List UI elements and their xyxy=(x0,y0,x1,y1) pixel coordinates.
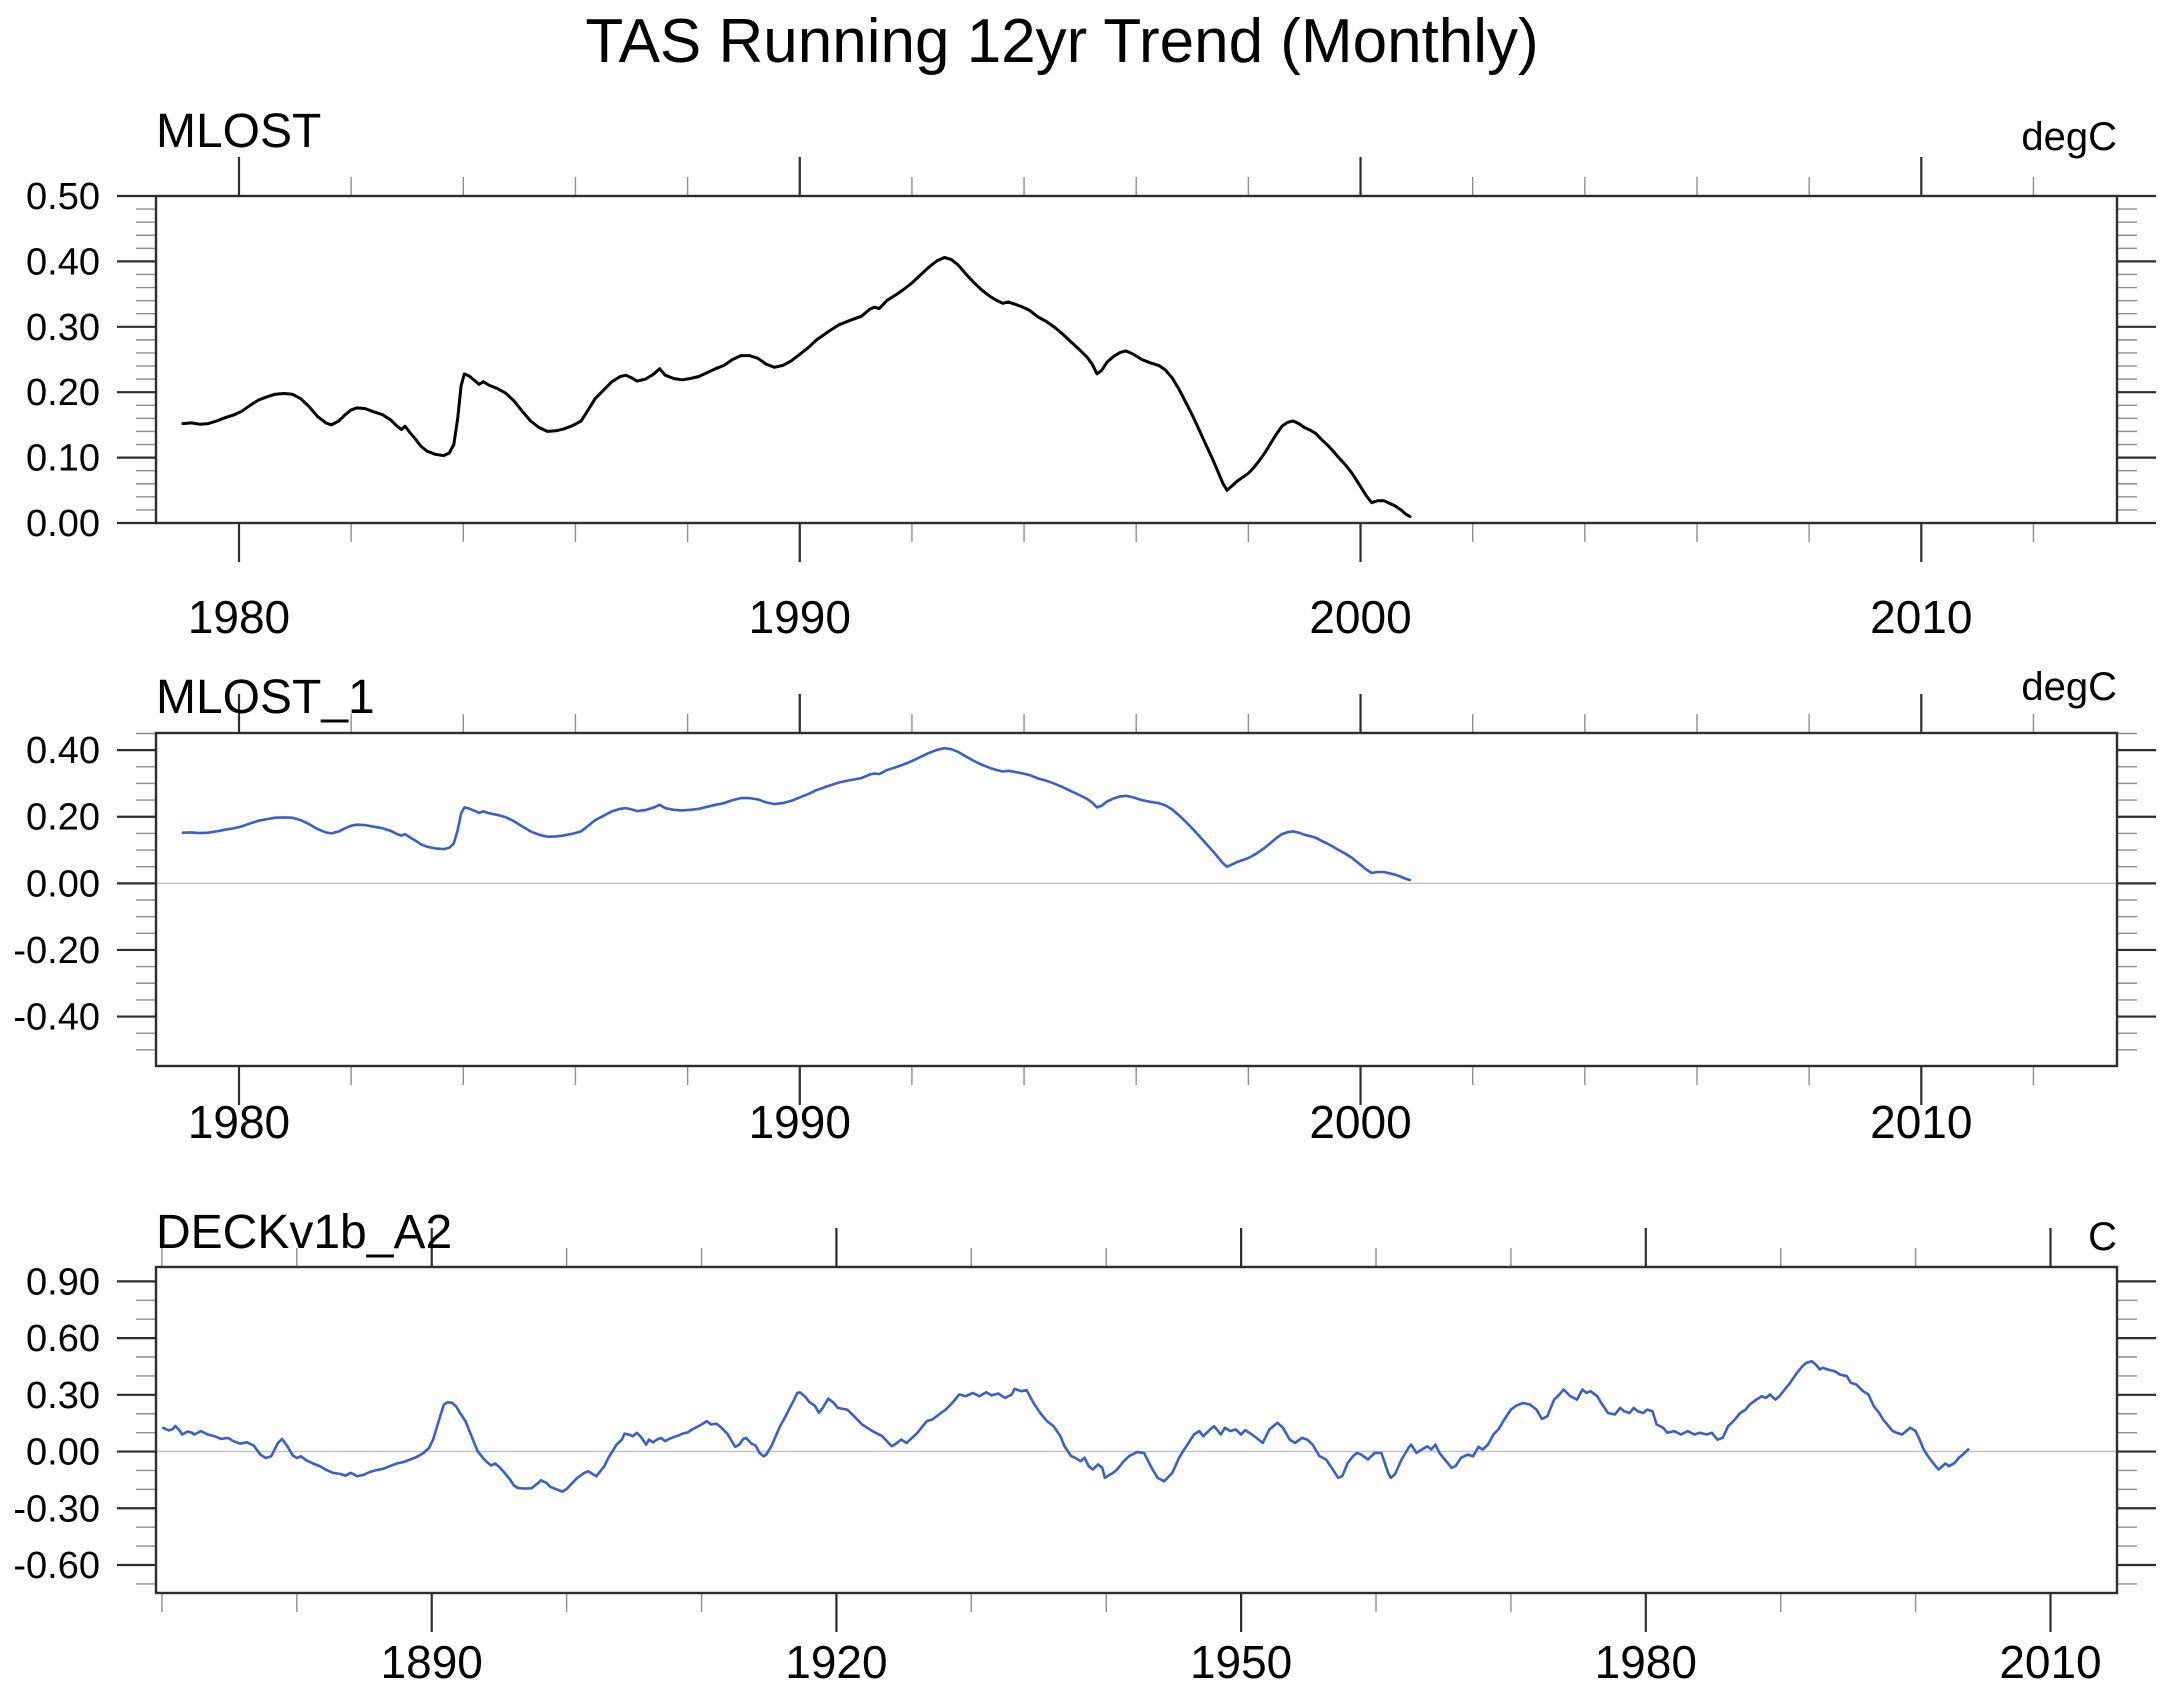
panel-mlost-1: 1980 1990 2000 2010 -0.40 -0.20 0.00 0.20 0.40 ML… xyxy=(0,655,2164,1160)
y-tick-label: -0.20 xyxy=(13,930,100,972)
y-tick-label: 0.60 xyxy=(26,1318,100,1360)
panel-mlost: 1980 1990 2000 2010 0.00 0.10 0.20 0.30 0.40 0.50… xyxy=(0,85,2164,655)
x-axis-ticks xyxy=(161,1228,2052,1632)
y-axis-labels: -0.40 -0.20 0.00 0.20 0.40 xyxy=(13,730,100,1038)
x-axis-labels: 1980 1990 2000 2010 xyxy=(188,1096,1973,1148)
x-tick-label: 1980 xyxy=(188,591,290,643)
x-tick-label: 1950 xyxy=(1190,1636,1292,1688)
x-tick-label: 2010 xyxy=(1870,591,1972,643)
x-tick-label: 2000 xyxy=(1309,1096,1411,1148)
x-tick-label: 2010 xyxy=(1999,1636,2101,1688)
plot-frame xyxy=(154,1265,2119,1595)
mlost-plot: 1980 1990 2000 2010 0.00 0.10 0.20 0.30 0.40 0.50… xyxy=(26,105,2156,643)
panel-title: MLOST xyxy=(156,105,321,158)
plot-frame xyxy=(154,731,2119,1068)
y-tick-label: 0.10 xyxy=(26,438,100,480)
y-axis-ticks xyxy=(117,194,2156,525)
unit-label: C xyxy=(2088,1215,2117,1259)
panel-deckv1b-a2: 1890 1920 1950 1980 2010 -0.60 -0.30 0.00 0.30 0.… xyxy=(0,1160,2164,1695)
series-line xyxy=(162,1359,1970,1493)
x-axis-labels: 1890 1920 1950 1980 2010 xyxy=(381,1636,2102,1688)
y-tick-label: 0.20 xyxy=(26,797,100,839)
x-tick-label: 1890 xyxy=(381,1636,483,1688)
x-axis-ticks xyxy=(237,157,2035,562)
y-tick-label: 0.30 xyxy=(26,307,100,349)
unit-label: degC xyxy=(2021,665,2117,709)
x-tick-label: 1980 xyxy=(1595,1636,1697,1688)
x-tick-label: 1990 xyxy=(749,1096,851,1148)
panel-title: MLOST_1 xyxy=(156,671,375,724)
y-tick-label: 0.20 xyxy=(26,372,100,414)
deckv1b-a2-plot: 1890 1920 1950 1980 2010 -0.60 -0.30 0.00 0.30 0.… xyxy=(13,1206,2156,1688)
panel-title: DECKv1b_A2 xyxy=(156,1206,452,1259)
x-tick-label: 2000 xyxy=(1309,591,1411,643)
x-axis-labels: 1980 1990 2000 2010 xyxy=(188,591,1973,643)
y-tick-label: 0.00 xyxy=(26,863,100,905)
y-tick-label: 0.40 xyxy=(26,730,100,772)
y-tick-label: 0.30 xyxy=(26,1375,100,1417)
y-tick-label: -0.40 xyxy=(13,997,100,1039)
series-line xyxy=(181,256,1412,518)
y-tick-label: -0.30 xyxy=(13,1488,100,1530)
series-line xyxy=(181,746,1412,882)
y-axis-labels: 0.00 0.10 0.20 0.30 0.40 0.50 xyxy=(26,176,100,545)
x-tick-label: 2010 xyxy=(1870,1096,1972,1148)
x-tick-label: 1990 xyxy=(749,591,851,643)
y-axis-labels: -0.60 -0.30 0.00 0.30 0.60 0.90 xyxy=(13,1261,100,1587)
y-tick-label: 0.40 xyxy=(26,241,100,283)
chart-main-title: TAS Running 12yr Trend (Monthly) xyxy=(585,7,1539,76)
y-axis-ticks xyxy=(117,732,2156,1051)
y-tick-label: 0.90 xyxy=(26,1261,100,1303)
x-axis-ticks xyxy=(237,694,2035,1105)
mlost-1-plot: 1980 1990 2000 2010 -0.40 -0.20 0.00 0.20 0.40 ML… xyxy=(13,665,2156,1148)
x-tick-label: 1980 xyxy=(188,1096,290,1148)
y-tick-label: 0.50 xyxy=(26,176,100,218)
unit-label: degC xyxy=(2021,115,2117,159)
y-tick-label: -0.60 xyxy=(13,1545,100,1587)
x-tick-label: 1920 xyxy=(785,1636,887,1688)
y-tick-label: 0.00 xyxy=(26,1432,100,1474)
y-axis-ticks xyxy=(117,1280,2156,1585)
y-tick-label: 0.00 xyxy=(26,503,100,545)
plot-frame xyxy=(154,194,2119,525)
